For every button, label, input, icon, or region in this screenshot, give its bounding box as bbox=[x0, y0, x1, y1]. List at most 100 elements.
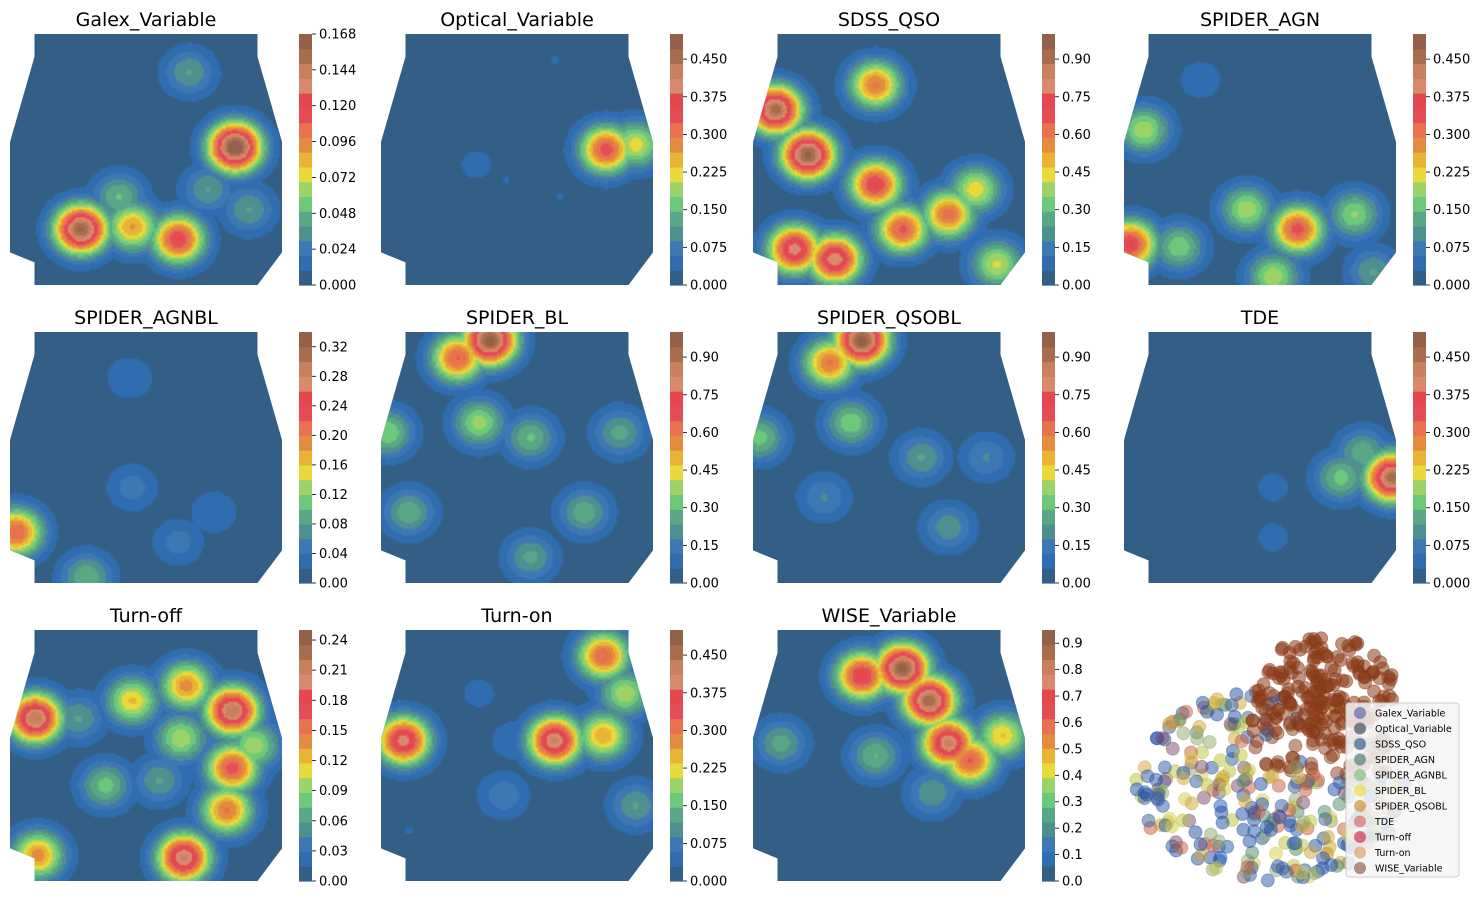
panel-title: TDE bbox=[1240, 307, 1279, 329]
colorbar-tick-label: 0.300 bbox=[690, 724, 727, 739]
colorbar: 0.00 0.15 0.30 0.45 0.60 0.75 0.90 bbox=[1042, 34, 1091, 294]
colorbar-segment bbox=[1042, 137, 1055, 153]
colorbar-segment bbox=[670, 137, 683, 153]
scatter-point bbox=[1306, 653, 1321, 668]
colorbar-segment bbox=[1042, 644, 1055, 661]
legend-label: SDSS_QSO bbox=[1375, 740, 1426, 751]
scatter-point bbox=[1165, 819, 1179, 834]
colorbar-segment bbox=[1413, 34, 1426, 50]
legend-marker bbox=[1354, 753, 1366, 766]
colorbar-segment bbox=[670, 479, 683, 496]
colorbar-segment bbox=[670, 718, 683, 734]
scatter-point bbox=[1303, 845, 1318, 860]
colorbar-tick-label: 0.28 bbox=[319, 370, 348, 385]
colorbar-segment bbox=[670, 792, 683, 808]
colorbar-tick-label: 0.3 bbox=[1062, 795, 1083, 810]
colorbar-tick-label: 0.075 bbox=[690, 241, 727, 256]
heatmap-panel-spider-bl: SPIDER_BL 0.00 0.15 0.30 0.45 0.60 0.75 0.90 bbox=[381, 307, 719, 592]
heatmap-panel-tde: TDE 0.000 0.075 0.150 0.225 0.300 0.375 0.450 bbox=[1124, 307, 1470, 592]
colorbar-segment bbox=[1042, 450, 1055, 466]
colorbar-segment bbox=[670, 122, 683, 138]
colorbar-tick-label: 0.120 bbox=[319, 99, 356, 114]
legend-marker bbox=[1354, 800, 1366, 812]
colorbar-segment bbox=[1042, 270, 1055, 286]
scatter-point bbox=[1320, 830, 1335, 844]
colorbar-segment bbox=[670, 63, 683, 79]
colorbar-tick-label: 0.45 bbox=[690, 464, 719, 479]
colorbar-segment bbox=[1042, 93, 1055, 109]
colorbar-tick-label: 0.60 bbox=[1062, 128, 1091, 143]
scatter-point bbox=[1141, 813, 1156, 828]
colorbar-tick-label: 0.5 bbox=[1062, 742, 1083, 757]
panel-title: Turn-off bbox=[109, 605, 183, 627]
colorbar-tick-label: 0.15 bbox=[690, 539, 719, 554]
colorbar-segment bbox=[1042, 762, 1055, 779]
colorbar-segment bbox=[1042, 78, 1055, 94]
colorbar-segment bbox=[670, 332, 683, 348]
colorbar-segment bbox=[299, 405, 312, 422]
colorbar-segment bbox=[670, 777, 683, 794]
colorbar-segment bbox=[299, 479, 312, 496]
colorbar: 0.000 0.075 0.150 0.225 0.300 0.375 0.450 bbox=[670, 630, 727, 890]
colorbar-tick-label: 0.075 bbox=[690, 837, 727, 852]
colorbar-tick-label: 0.072 bbox=[319, 171, 356, 186]
colorbar-segment bbox=[299, 568, 312, 584]
colorbar-segment bbox=[1413, 479, 1426, 496]
colorbar-segment bbox=[1413, 553, 1426, 569]
colorbar-tick-label: 0.00 bbox=[690, 577, 719, 592]
colorbar-tick-label: 0.0 bbox=[1062, 875, 1083, 890]
colorbar: 0.000 0.075 0.150 0.225 0.300 0.375 0.450 bbox=[1413, 34, 1470, 294]
colorbar-segment bbox=[1413, 107, 1426, 124]
scatter-point bbox=[1202, 735, 1217, 749]
colorbar-tick-label: 0.1 bbox=[1062, 848, 1083, 863]
colorbar-segment bbox=[299, 644, 312, 661]
colorbar-segment bbox=[1042, 479, 1055, 496]
legend-label: Galex_Variable bbox=[1375, 709, 1445, 720]
colorbar-segment bbox=[1042, 181, 1055, 198]
scatter-point bbox=[1259, 727, 1274, 742]
scatter-point bbox=[1196, 790, 1211, 805]
colorbar-segment bbox=[299, 733, 312, 749]
heatmap-field bbox=[381, 332, 653, 583]
scatter-point bbox=[1192, 719, 1207, 734]
colorbar-tick-label: 0.024 bbox=[319, 243, 356, 258]
colorbar-segment bbox=[299, 391, 312, 407]
heatmap-panel-sdss-qso: SDSS_QSO 0.00 0.15 0.30 0.45 0.60 0.75 0.90 bbox=[753, 9, 1091, 294]
colorbar-segment bbox=[299, 34, 312, 50]
colorbar-segment bbox=[1042, 166, 1055, 183]
colorbar-tick-label: 0.15 bbox=[1062, 241, 1091, 256]
colorbar-tick-label: 0.375 bbox=[690, 90, 727, 105]
colorbar-segment bbox=[670, 34, 683, 50]
scatter-point bbox=[1332, 775, 1347, 790]
colorbar-segment bbox=[1042, 255, 1055, 271]
colorbar-segment bbox=[1042, 240, 1055, 257]
colorbar: 0.00 0.04 0.08 0.12 0.16 0.20 0.24 0.28 0.32 bbox=[299, 332, 348, 592]
colorbar-segment bbox=[1042, 553, 1055, 569]
heatmap-field bbox=[10, 34, 282, 285]
heatmap-field bbox=[10, 630, 282, 881]
colorbar-tick-label: 0.450 bbox=[690, 53, 727, 68]
colorbar-tick-label: 0.225 bbox=[690, 762, 727, 777]
scatter-point bbox=[1314, 717, 1329, 732]
colorbar-segment bbox=[1042, 659, 1055, 675]
colorbar-tick-label: 0.6 bbox=[1062, 716, 1083, 731]
colorbar-tick-label: 0.150 bbox=[690, 799, 727, 814]
colorbar-tick-label: 0.24 bbox=[319, 399, 348, 414]
colorbar-segment bbox=[1042, 777, 1055, 794]
scatter-point bbox=[1364, 667, 1379, 682]
panel-title: SPIDER_QSOBL bbox=[817, 307, 961, 329]
colorbar-segment bbox=[299, 509, 312, 525]
colorbar-segment bbox=[1042, 361, 1055, 377]
colorbar-tick-label: 0.00 bbox=[1062, 279, 1091, 294]
scatter-point bbox=[1176, 771, 1191, 786]
colorbar-tick-label: 0.45 bbox=[1062, 464, 1091, 479]
colorbar-segment bbox=[299, 196, 312, 212]
scatter-legend: Galex_Variable Optical_Variable SDSS_QSO SP… bbox=[1345, 702, 1460, 878]
legend-marker bbox=[1354, 769, 1366, 781]
colorbar-segment bbox=[1042, 405, 1055, 422]
colorbar-segment bbox=[299, 255, 312, 271]
colorbar-tick-label: 0.150 bbox=[1433, 501, 1470, 516]
colorbar-segment bbox=[299, 630, 312, 646]
heatmap-field bbox=[753, 34, 1025, 285]
colorbar-segment bbox=[670, 538, 683, 555]
